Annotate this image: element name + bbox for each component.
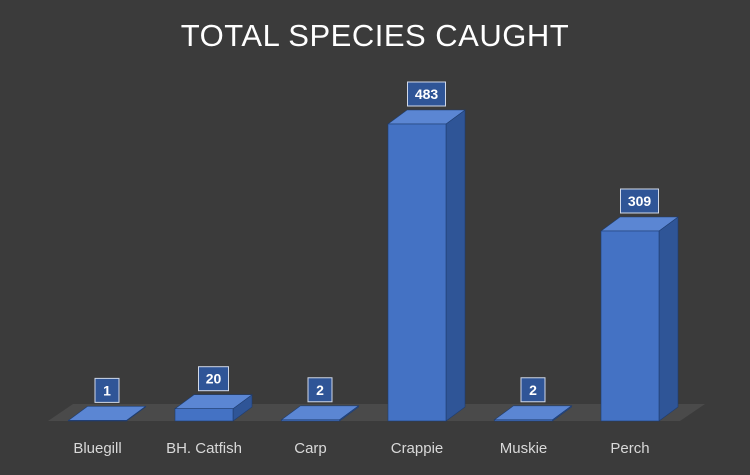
- data-label: 483: [407, 81, 446, 107]
- category-label: Muskie: [500, 440, 548, 457]
- data-label-text: 1: [103, 382, 111, 398]
- bar-front-face: [494, 419, 553, 422]
- bar-side-face: [658, 216, 679, 422]
- data-label: 20: [198, 366, 229, 392]
- bar-front-face: [600, 230, 660, 422]
- data-label-text: 2: [316, 382, 324, 398]
- data-label-text: 483: [415, 86, 439, 102]
- bar-muskie: [493, 405, 573, 422]
- data-label-box: [198, 366, 229, 392]
- data-label-box: [520, 377, 546, 403]
- bar-front-face: [68, 420, 127, 422]
- data-label-box: [620, 188, 659, 214]
- bar-front-face: [174, 408, 234, 422]
- category-label: BH. Catfish: [166, 440, 242, 457]
- data-label-text: 309: [628, 193, 652, 209]
- bar-front-face: [387, 123, 447, 422]
- category-label: Bluegill: [73, 440, 121, 457]
- bar-bh-catfish: [174, 394, 253, 422]
- data-label-box: [307, 377, 333, 403]
- bar-carp: [280, 405, 360, 422]
- data-label-box: [407, 81, 446, 107]
- data-label: 309: [620, 188, 659, 214]
- bar-bluegill: [67, 405, 147, 422]
- data-label: 1: [94, 377, 120, 403]
- chart-title: TOTAL SPECIES CAUGHT: [180, 18, 570, 53]
- category-label: Perch: [610, 440, 649, 457]
- bar-perch: [600, 216, 679, 422]
- category-label: Crappie: [391, 440, 444, 457]
- data-label-box: [94, 377, 120, 403]
- bar-front-face: [281, 419, 340, 422]
- bar-crappie: [387, 109, 466, 422]
- category-label: Carp: [294, 440, 327, 457]
- data-label: 2: [520, 377, 546, 403]
- bar-side-face: [445, 109, 466, 422]
- data-label: 2: [307, 377, 333, 403]
- data-label-text: 2: [529, 382, 537, 398]
- data-label-text: 20: [206, 371, 222, 387]
